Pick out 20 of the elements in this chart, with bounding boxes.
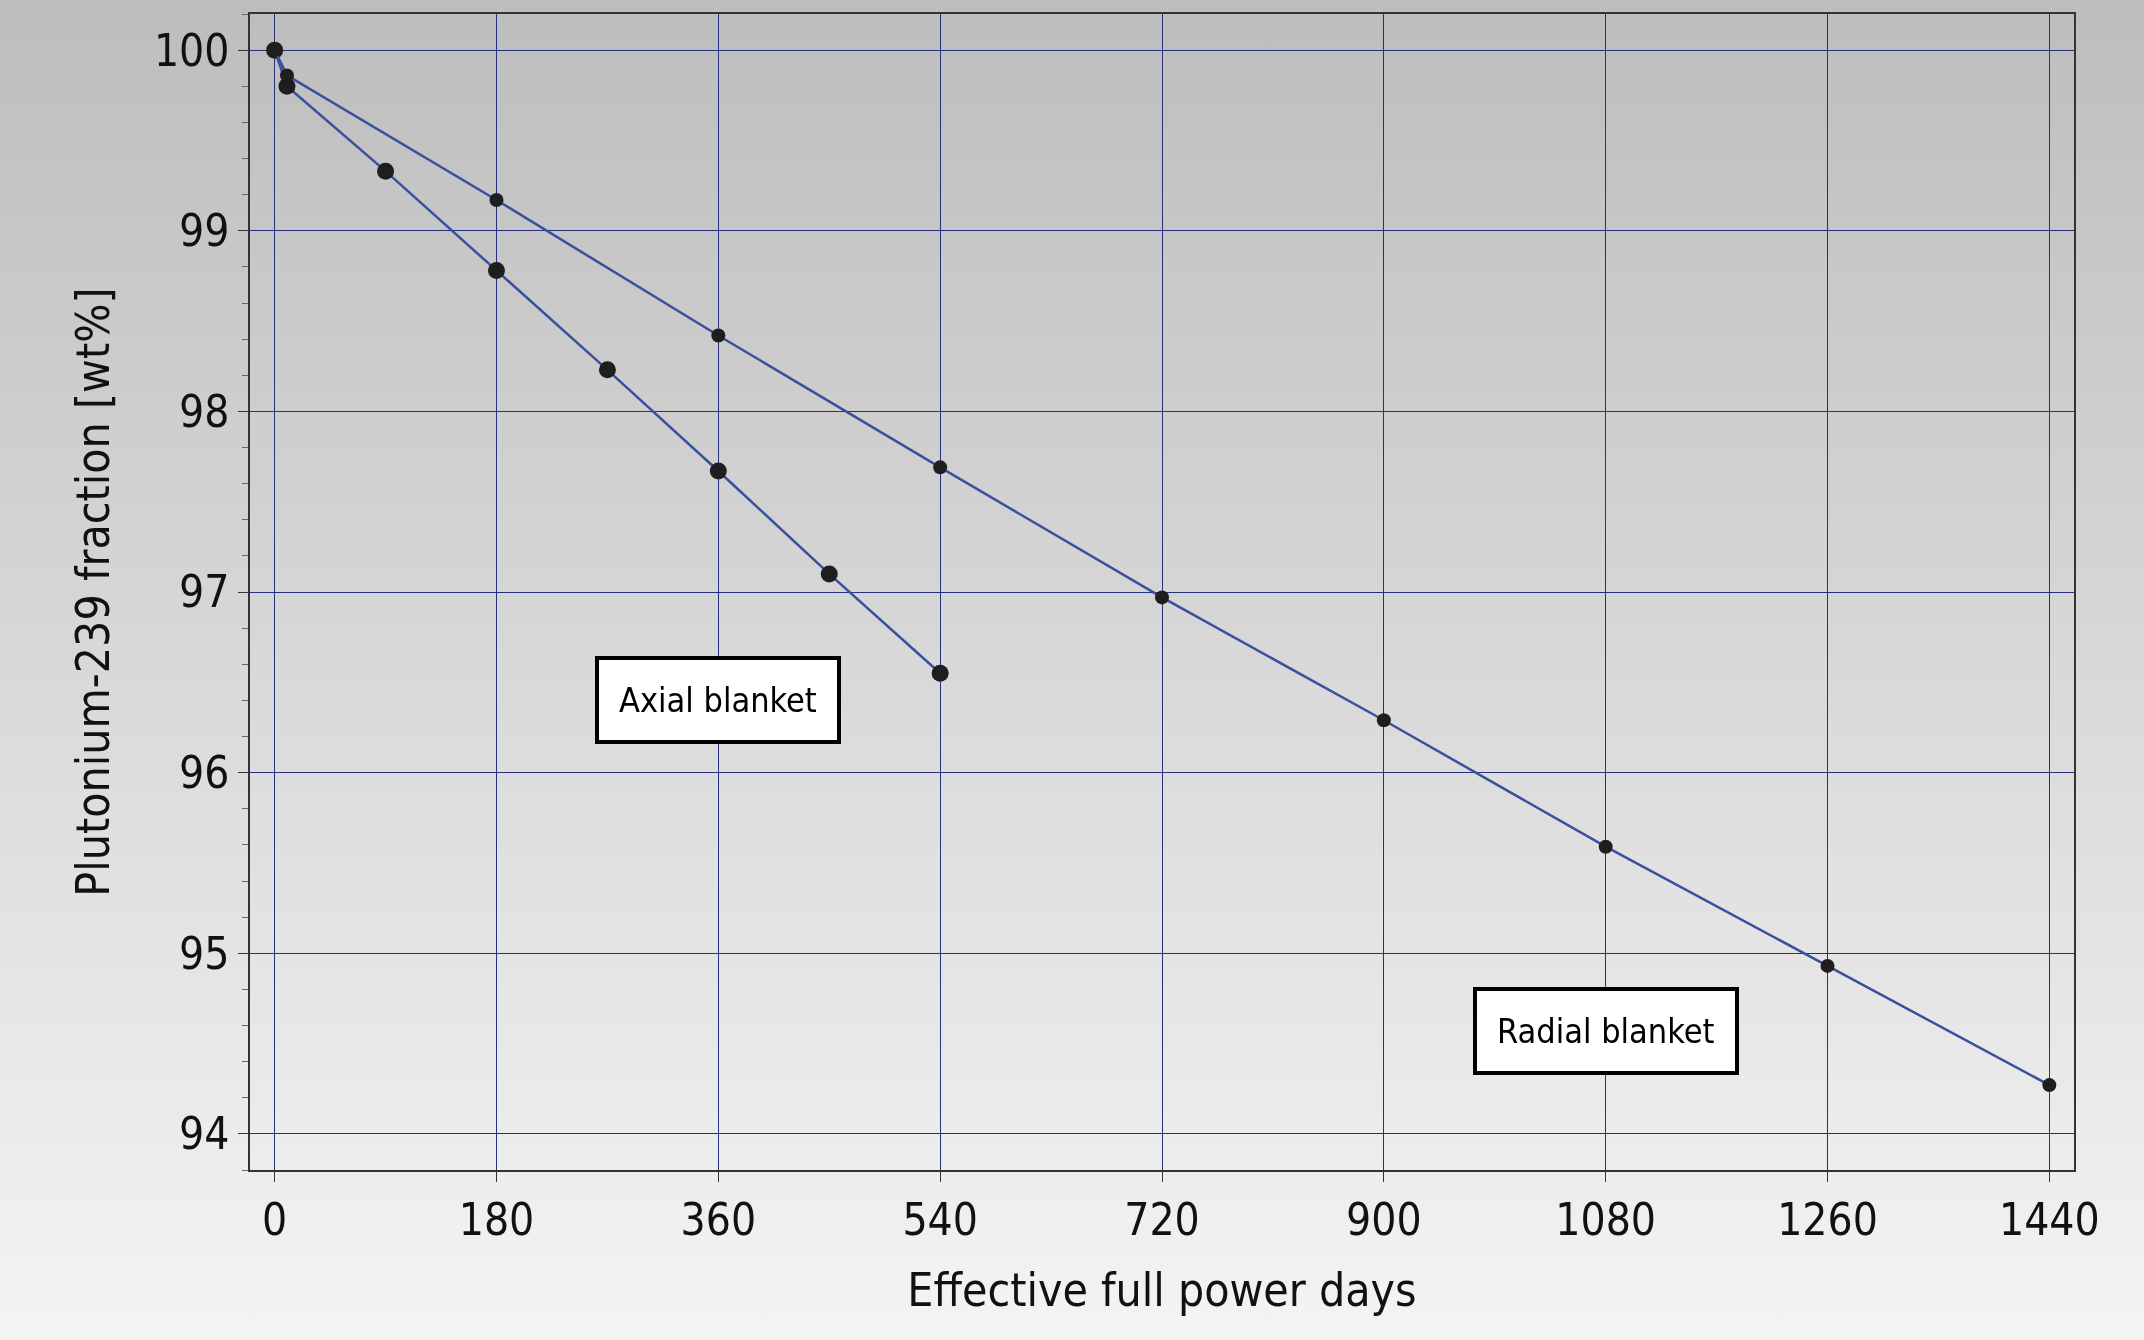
text: Radial blanket [1497, 1011, 1715, 1051]
x-axis-title: Effective full power days [907, 1262, 1417, 1317]
y-tick-label: 98 [179, 385, 230, 437]
x-tick-label: 1260 [1777, 1193, 1878, 1245]
x-tick-label: 540 [902, 1193, 978, 1245]
x-tick-label: 1080 [1555, 1193, 1657, 1245]
text: Axial blanket [619, 680, 817, 720]
y-tick-label: 100 [153, 24, 230, 76]
y-tick-label: 95 [179, 927, 230, 979]
x-tick-label: 360 [680, 1193, 757, 1245]
y-tick-label: 97 [179, 566, 230, 618]
x-tick-label: 1440 [1998, 1193, 2100, 1245]
x-tick-label: 720 [1124, 1193, 1200, 1245]
y-axis-title: Plutonium-239 fraction [wt%] [65, 287, 120, 897]
x-tick-label: 180 [458, 1193, 535, 1245]
y-tick-label: 99 [179, 205, 230, 257]
y-tick-label: 96 [179, 747, 230, 799]
x-tick-label: 0 [262, 1193, 288, 1245]
y-tick-label: 94 [179, 1108, 230, 1160]
x-tick-label: 900 [1346, 1193, 1422, 1245]
